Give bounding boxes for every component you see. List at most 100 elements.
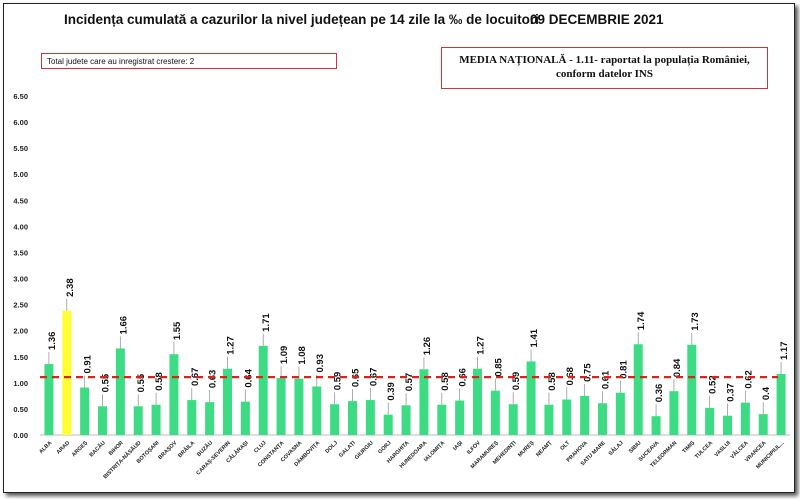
bar (115, 348, 125, 435)
category-label: TULCEA (694, 440, 714, 460)
category-label: BRAȘOV (157, 440, 178, 461)
bar (740, 402, 750, 435)
category-label: MUREȘ (517, 440, 536, 459)
y-tick-label: 6.00 (13, 118, 28, 127)
data-label: 1.27 (476, 336, 487, 355)
y-tick-label: 6.50 (13, 92, 28, 101)
bar (633, 344, 643, 435)
category-label: SIBIU (628, 440, 643, 455)
bar (437, 404, 447, 435)
category-label: BACĂU (88, 439, 107, 458)
category-label: OLT (559, 440, 571, 452)
bar (205, 402, 215, 435)
data-label: 1.71 (261, 313, 272, 332)
bar (419, 369, 429, 435)
national-average-line1: MEDIA NAȚIONALĂ - 1.11- raportat la popu… (459, 54, 750, 66)
data-label: 0.67 (190, 368, 201, 387)
bar (580, 395, 590, 435)
bar (240, 401, 250, 435)
bar (490, 390, 500, 435)
national-average-line2: conform datelor INS (556, 68, 653, 80)
data-label: 1.41 (529, 328, 540, 347)
bar (312, 386, 322, 435)
data-label: 0.84 (672, 358, 683, 377)
bar (669, 391, 679, 435)
y-tick-label: 4.00 (13, 222, 28, 231)
category-label: ARGEȘ (71, 440, 89, 458)
bar (276, 378, 286, 435)
category-label: NEAMȚ (535, 440, 554, 459)
data-label: 0.58 (154, 372, 165, 391)
data-label: 1.55 (172, 321, 183, 340)
data-label: 0.91 (83, 354, 94, 373)
category-label: CLUJ (253, 440, 267, 454)
y-tick-label: 0.50 (13, 405, 28, 414)
bar (401, 405, 411, 435)
y-tick-label: 1.00 (13, 379, 28, 388)
bar (62, 310, 72, 435)
chart-title: Incidența cumulată a cazurilor la nivel … (64, 12, 539, 27)
data-label: 0.36 (654, 384, 665, 403)
bar (455, 400, 465, 435)
category-label: SĂLAJ (607, 439, 625, 457)
data-label: 0.93 (315, 354, 326, 373)
category-label: IAȘI (452, 440, 464, 452)
bar (187, 400, 197, 435)
bar (615, 392, 625, 435)
category-label: BIHOR (108, 440, 125, 457)
bar (473, 368, 482, 435)
data-label: 0.81 (618, 360, 629, 379)
bar (169, 354, 179, 435)
bar (758, 414, 768, 435)
chart-date: 09 DECEMBRIE 2021 (530, 12, 664, 27)
bar (294, 378, 304, 435)
bar (651, 416, 661, 435)
data-label: 0.62 (743, 370, 754, 389)
bar (44, 364, 54, 435)
data-label: 0.75 (583, 363, 594, 382)
data-label: 0.52 (708, 375, 719, 394)
data-label: 0.4 (761, 386, 772, 400)
data-label: 1.74 (636, 311, 647, 330)
data-label: 0.59 (511, 372, 522, 391)
national-average-box: MEDIA NAȚIONALĂ - 1.11- raportat la popu… (441, 47, 768, 89)
data-label: 0.67 (368, 368, 379, 387)
data-label: 0.37 (726, 383, 737, 402)
data-label: 1.36 (47, 332, 58, 351)
y-tick-label: 3.50 (13, 248, 28, 257)
data-label: 0.57 (404, 373, 415, 392)
bar (383, 414, 393, 435)
y-tick-label: 2.50 (13, 301, 28, 310)
y-tick-label: 5.00 (13, 170, 28, 179)
data-label: 0.58 (547, 372, 558, 391)
category-label: DOLJ (324, 440, 339, 455)
data-label: 1.08 (297, 346, 308, 365)
bar (98, 406, 107, 435)
data-label: 0.85 (493, 357, 504, 376)
data-label: 1.66 (118, 316, 129, 335)
category-label: ILFOV (466, 440, 482, 456)
category-label: ALBA (38, 440, 53, 455)
y-tick-label: 1.50 (13, 353, 28, 362)
bar (330, 404, 340, 435)
bar (151, 404, 161, 435)
bar (562, 399, 572, 435)
bar (776, 373, 786, 435)
data-label: 1.27 (226, 336, 237, 355)
y-tick-label: 0.00 (13, 431, 28, 440)
data-label: 0.55 (101, 373, 112, 392)
bar (723, 415, 732, 435)
data-label: 1.73 (690, 312, 701, 331)
data-label: 0.59 (333, 372, 344, 391)
bar (258, 345, 268, 435)
y-tick-label: 4.50 (13, 196, 28, 205)
bar (223, 368, 232, 435)
data-label: 1.17 (779, 341, 790, 360)
bar (687, 344, 697, 435)
bar (80, 387, 90, 435)
bar (526, 361, 536, 435)
bar (705, 407, 715, 435)
y-tick-label: 2.00 (13, 327, 28, 336)
bar (544, 404, 554, 435)
